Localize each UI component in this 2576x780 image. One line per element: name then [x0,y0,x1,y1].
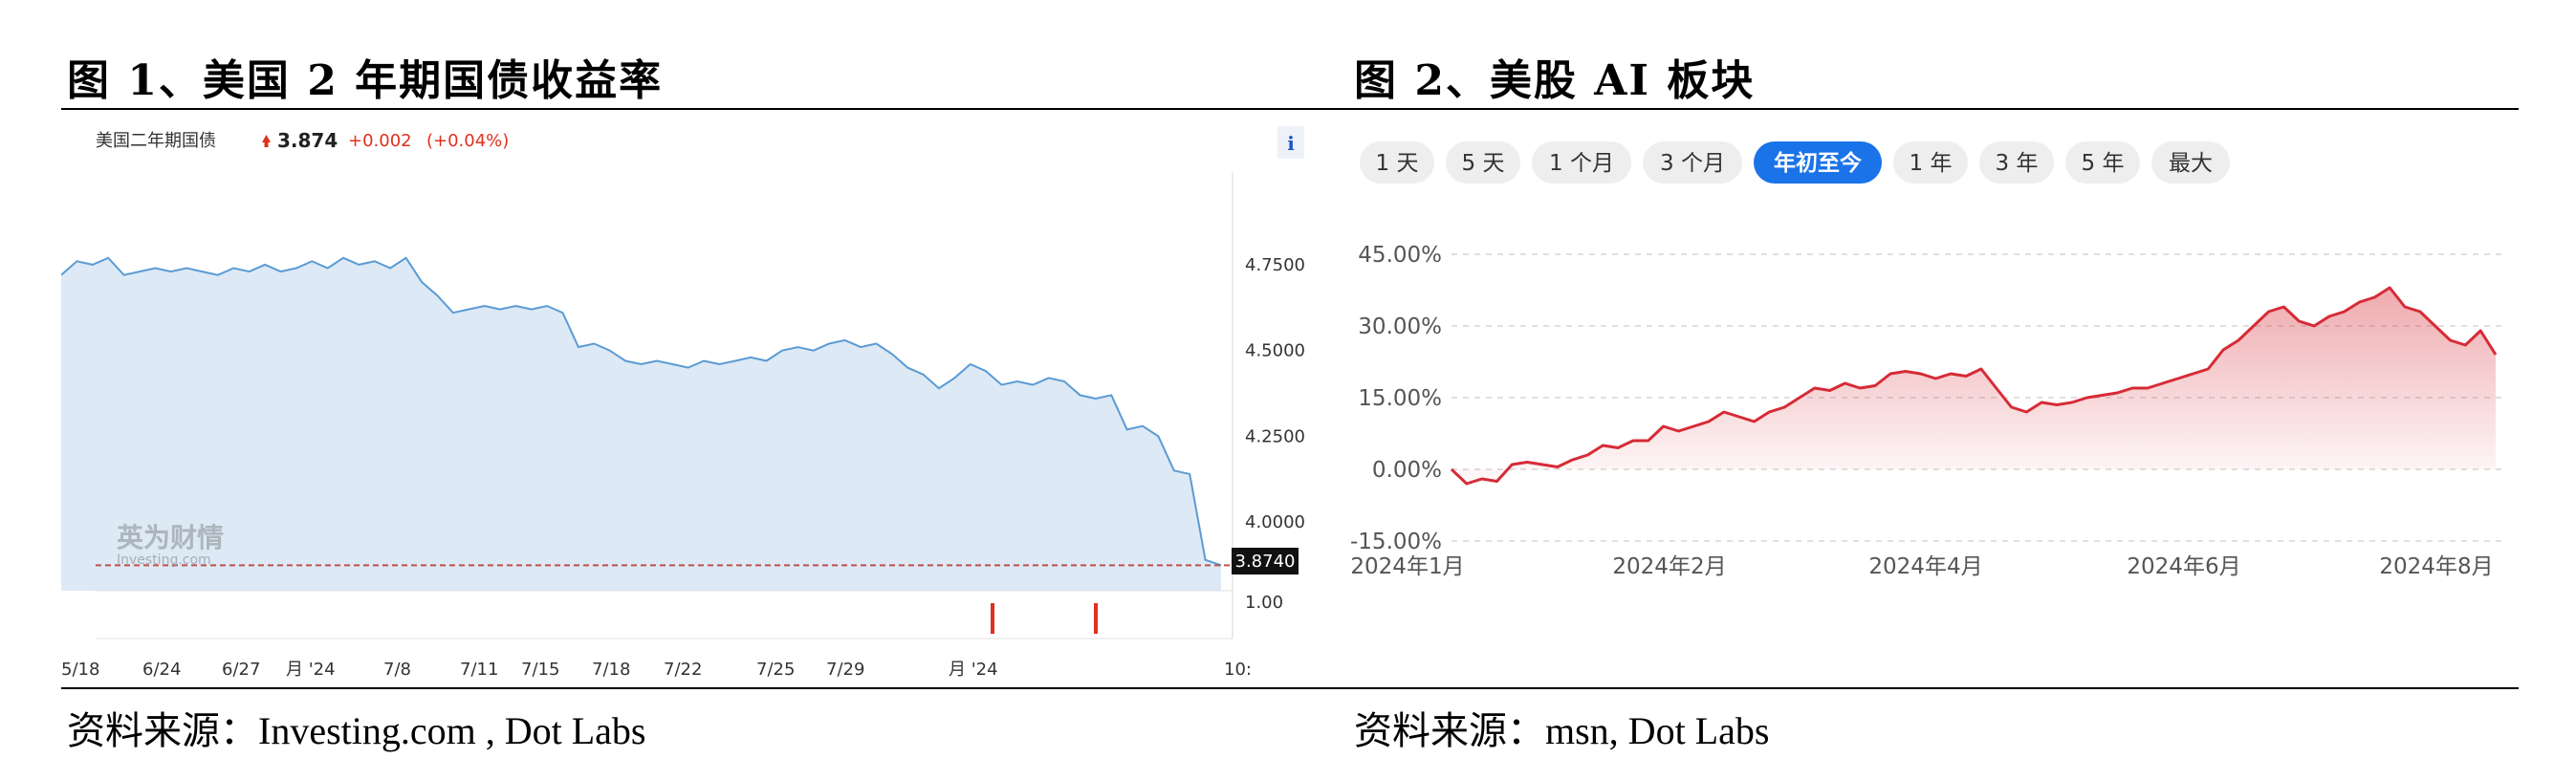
x-tick-label: 月 '24 [286,660,336,680]
bond-change: +0.002 [348,131,412,151]
y-tick-label: 4.2500 [1245,426,1305,446]
range-button-bg [1754,141,1882,184]
info-icon: i [1287,132,1295,155]
range-button-bg [1893,141,1968,184]
event-marker [1094,603,1098,634]
range-button-label: 1 个月 [1549,151,1614,176]
x-tick-label: 月 '24 [949,660,998,680]
range-button-6[interactable]: 1 年 [1893,141,1968,184]
range-button-bg [1446,141,1520,184]
watermark-logo: 英为财情 [117,522,224,553]
range-button-bg [2065,141,2140,184]
x-tick-label: 2024年6月 [2127,554,2240,579]
range-button-label: 最大 [2169,151,2213,176]
grid: 45.00% 30.00% 15.00% 0.00% -15.00% [1350,243,2505,554]
range-button-2[interactable]: 5 天 [1446,141,1520,184]
x-tick-label: 2024年2月 [1612,554,1726,579]
range-button-label: 1 天 [1376,151,1419,176]
current-value-tag [1232,548,1299,574]
range-button-bg [1360,141,1434,184]
figure2-title: 图 2、美股 AI 板块 [1354,56,1756,105]
top-rule [61,108,2519,110]
range-button-8[interactable]: 5 年 [2065,141,2140,184]
range-button-4[interactable]: 3 个月 [1643,141,1742,184]
x-tick-label: 2024年1月 [1350,554,1464,579]
bottom-rule [61,687,2519,689]
x-tick-label: 6/27 [222,660,260,680]
y-tick-label: 4.7500 [1245,255,1305,275]
x-tick-label: 7/29 [826,660,864,680]
area-fill [1452,288,2496,484]
y-tick-label: 0.00% [1372,458,1442,483]
ai-sector-chart[interactable]: 1 天 5 天 1 个月 3 个月 年初至今 1 年 3 年 5 年 最大 45.00% 30.0… [1346,113,2519,610]
up-arrow-icon [262,135,271,142]
x-axis: 2024年1月 2024年2月 2024年4月 2024年6月 2024年8月 [1350,554,2493,579]
x-tick-label: 10: [1224,660,1252,680]
x-tick-label: 7/18 [592,660,630,680]
range-button-label: 1 年 [1910,151,1953,176]
range-button-bg [1979,141,2054,184]
range-button-1[interactable]: 1 天 [1360,141,1434,184]
up-arrow-stem [264,141,269,147]
range-selector: 1 天 5 天 1 个月 3 个月 年初至今 1 年 3 年 5 年 最大 [1360,141,2230,184]
x-tick-label: 7/25 [756,660,795,680]
x-tick-label: 5/18 [61,660,99,680]
x-tick-label: 2024年4月 [1868,554,1982,579]
treasury-yield-chart[interactable]: 美国二年期国债 3.874 +0.002 (+0.04%) i 4.75004.… [61,113,1314,681]
y-tick-label: -15.00% [1350,530,1442,554]
figure1-title: 图 1、美国 2 年期国债收益率 [67,56,664,105]
x-axis: 5/18 6/24 6/27 月 '24 7/8 7/11 7/15 7/18 7/22 7/25… [61,660,1252,680]
event-marker [991,603,994,634]
y-tick-label: 30.00% [1358,314,1442,339]
watermark-sub: Investing.com [117,552,211,568]
range-button-label: 5 年 [2082,151,2125,176]
y-tick-label: 15.00% [1358,386,1442,411]
plot-area [1450,286,2498,486]
range-button-bg [1532,141,1631,184]
area-fill [61,257,1221,591]
range-button-label: 3 个月 [1660,151,1725,176]
lower-panel-label: 1.00 [1245,593,1283,613]
range-button-3[interactable]: 1 个月 [1532,141,1631,184]
bond-name: 美国二年期国债 [96,131,216,151]
y-tick-label: 4.5000 [1245,341,1305,361]
figure2-source: 资料来源：msn, Dot Labs [1354,709,1770,752]
y-tick-label: 45.00% [1358,243,1442,268]
x-tick-label: 7/15 [521,660,559,680]
range-button-label: 5 天 [1462,151,1505,176]
range-button-7[interactable]: 3 年 [1979,141,2054,184]
y-axis: 4.7500 4.5000 4.2500 4.0000 [1245,255,1305,532]
x-tick-label: 6/24 [142,660,181,680]
range-button-9[interactable]: 最大 [2151,141,2230,184]
current-value-label: 3.8740 [1235,552,1296,572]
bond-change-pct: (+0.04%) [426,131,509,151]
x-tick-label: 7/11 [460,660,498,680]
bond-price: 3.874 [277,129,338,152]
info-button[interactable] [1277,126,1304,159]
plot-area [61,256,1233,591]
series-line-treasury [61,256,1222,567]
range-button-label: 年初至今 [1774,150,1862,176]
x-tick-label: 2024年8月 [2379,554,2493,579]
y-tick-label: 4.0000 [1245,512,1305,532]
range-button-label: 3 年 [1996,151,2039,176]
series-line-ai [1450,286,2498,486]
x-tick-label: 7/22 [664,660,702,680]
range-button-bg [2151,141,2230,184]
range-button-bg [1643,141,1742,184]
x-tick-label: 7/8 [383,660,411,680]
range-button-5[interactable]: 年初至今 [1754,141,1882,184]
figure1-source: 资料来源：Investing.com , Dot Labs [67,709,646,752]
